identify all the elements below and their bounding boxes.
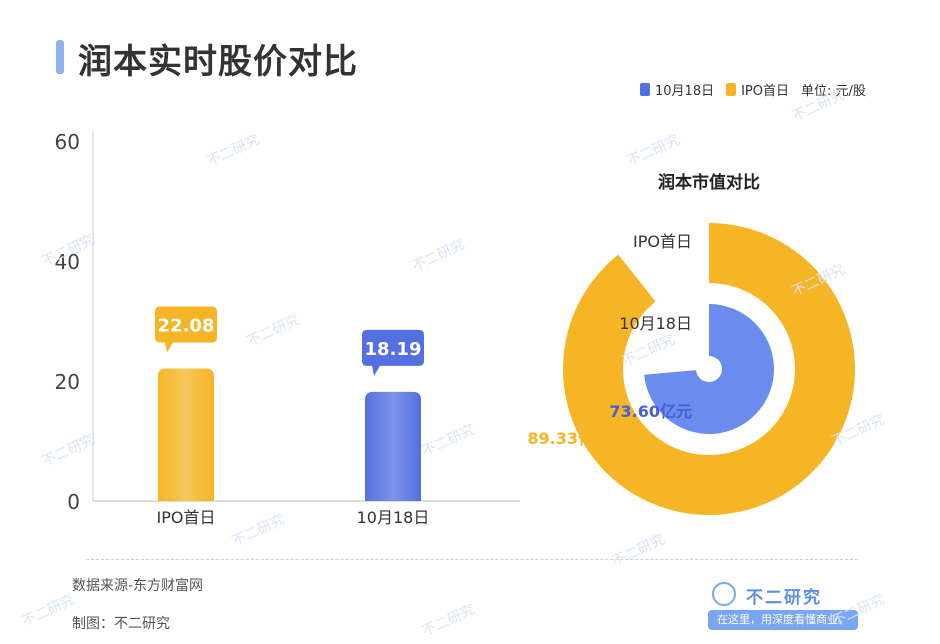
y-tick-label: 0 — [67, 490, 80, 514]
ring-category-label: IPO首日 — [633, 232, 692, 251]
legend-label-ipo: IPO首日 — [741, 83, 789, 99]
y-tick-label: 20 — [55, 370, 80, 394]
brand-slogan: 在这里，用深度看懂商业。 — [708, 610, 858, 630]
x-tick-label: 10月18日 — [357, 508, 430, 527]
brand-name: 不二研究 — [746, 588, 822, 608]
page-title: 润本实时股价对比 — [78, 42, 358, 82]
y-tick-label: 40 — [55, 250, 80, 274]
data-label: 22.08 — [158, 316, 215, 337]
brand-logo: 不二研究 在这里，用深度看懂商业。 — [708, 580, 858, 632]
value-callout-ipo — [155, 306, 217, 353]
legend-label-oct18: 10月18日 — [655, 83, 715, 99]
bar-oct18 — [365, 391, 421, 501]
legend-item-oct18[interactable]: 10月18日 — [640, 80, 714, 99]
x-tick-label: IPO首日 — [157, 508, 216, 527]
ring-arc-ipo — [562, 223, 855, 515]
legend-swatch-oct18 — [640, 82, 650, 96]
legend-item-ipo[interactable]: IPO首日 — [726, 80, 789, 99]
brand-icon — [712, 582, 736, 606]
y-tick-label: 60 — [55, 130, 80, 154]
ring-value-label: 73.60亿元 — [609, 402, 692, 421]
source-text: 数据来源-东方财富网 — [72, 578, 204, 594]
ring-category-label: 10月18日 — [619, 314, 692, 333]
legend: 10月18日 IPO首日 单位: 元/股 — [640, 79, 866, 99]
footer-divider — [86, 559, 858, 560]
ring-chart-title: 润本市值对比 — [658, 172, 760, 193]
unit-label: 单位: 元/股 — [801, 83, 866, 99]
ring-arc-oct18 — [644, 304, 775, 435]
value-callout-oct18 — [362, 329, 424, 376]
maker-text: 制图：不二研究 — [72, 616, 170, 632]
ring-value-label: 89.33亿元 — [527, 429, 610, 448]
legend-swatch-ipo — [726, 82, 737, 96]
title-accent-bar — [56, 40, 64, 74]
bar-ipo — [158, 368, 214, 501]
data-label: 18.19 — [365, 339, 422, 360]
